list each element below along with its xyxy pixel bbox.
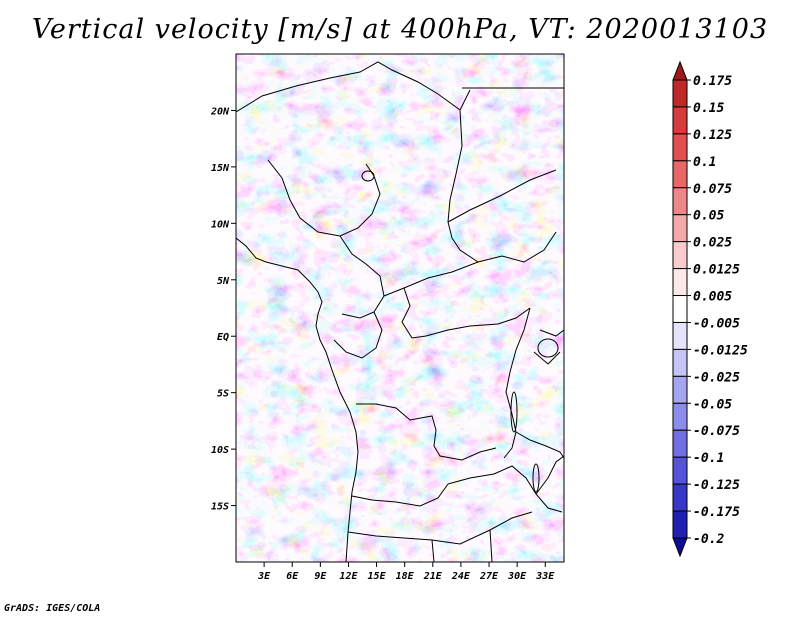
colorbar-label: -0.1 <box>693 451 724 466</box>
longitude-axis: 3E 6E 9E 12E 15E 18E 21E 24E 27E 30E 33E <box>257 562 555 582</box>
x-tick-label: 18E <box>396 571 415 582</box>
colorbar-label: -0.2 <box>693 532 724 547</box>
colorbar-label: 0.175 <box>693 74 732 89</box>
y-tick-label: 15S <box>211 502 229 513</box>
lake-tanganyika <box>510 391 518 433</box>
colorbar-swatch <box>672 429 688 458</box>
colorbar-swatch <box>672 510 688 539</box>
colorbar-label: -0.075 <box>693 424 740 439</box>
border-tanzania <box>515 431 564 459</box>
grads-credit: GrADS: IGES/COLA <box>4 603 101 614</box>
colorbar-swatch <box>672 187 688 216</box>
x-tick-label: 6E <box>286 571 299 582</box>
latitude-axis: 20N 15N 10N 5N EQ 5S 10S 15S <box>210 106 236 513</box>
colorbar-swatch <box>672 348 688 377</box>
lake-malawi <box>532 463 540 493</box>
border-mozambique <box>535 455 564 495</box>
y-tick-label: 15N <box>211 163 230 174</box>
colorbar-label: -0.175 <box>693 505 740 520</box>
border-angola-south <box>351 483 449 507</box>
border-angola-north <box>356 403 497 461</box>
colorbar-swatch <box>672 133 688 162</box>
lake-victoria <box>537 338 559 358</box>
vertical-velocity-field <box>236 54 564 562</box>
y-tick-label: EQ <box>217 332 229 343</box>
border-east-lakes <box>533 329 564 365</box>
x-tick-label: 30E <box>507 571 527 582</box>
lakes <box>361 170 559 493</box>
x-tick-label: 21E <box>423 571 443 582</box>
border-zambia <box>447 465 563 513</box>
colorbar-label: -0.125 <box>693 478 740 493</box>
colorbar-swatch <box>672 483 688 512</box>
colorbar-swatch <box>672 241 688 270</box>
x-tick-label: 15E <box>368 571 387 582</box>
border-drc-north <box>401 287 531 339</box>
colorbar-swatch <box>672 79 688 108</box>
x-tick-label: 27E <box>479 571 499 582</box>
colorbar-label: 0.1 <box>693 155 716 170</box>
colorbar-label: -0.025 <box>693 370 740 385</box>
border-congo <box>333 311 383 359</box>
y-tick-label: 5N <box>217 276 230 287</box>
y-tick-label: 5S <box>217 389 229 400</box>
colorbar-label: 0.025 <box>693 236 732 251</box>
border-namibia <box>347 511 533 545</box>
colorbar-label: 0.05 <box>693 209 724 224</box>
colorbar-label: -0.05 <box>693 397 732 412</box>
y-tick-label: 10S <box>211 445 229 456</box>
x-tick-label: 12E <box>339 571 358 582</box>
colorbar-swatch <box>672 402 688 431</box>
colorbar-swatch <box>672 268 688 297</box>
colorbar-label: -0.005 <box>693 316 740 331</box>
border-botswana <box>431 529 493 562</box>
colorbar: 0.175 0.15 0.125 0.1 0.075 0.05 0.025 0.0125 0.0… <box>672 60 748 558</box>
map-title: Vertical velocity [m/s] at 400hPa, VT: 2… <box>31 14 769 45</box>
y-tick-label: 10N <box>211 219 230 230</box>
border-chad-sudan <box>447 169 557 263</box>
colorbar-swatch <box>672 295 688 323</box>
y-tick-label: 20N <box>210 106 230 117</box>
colorbar-min-arrow <box>672 537 688 558</box>
colorbar-swatch <box>672 160 688 189</box>
colorbar-label: 0.15 <box>693 101 724 116</box>
x-tick-label: 24E <box>451 571 471 582</box>
colorbar-swatch <box>672 106 688 135</box>
colorbar-swatch <box>672 321 688 350</box>
border-niger-chad <box>236 61 463 239</box>
colorbar-swatch <box>672 214 688 243</box>
x-tick-label: 3E <box>257 571 271 582</box>
lake-chad <box>361 170 375 182</box>
x-tick-label: 33E <box>535 571 555 582</box>
colorbar-max-arrow <box>672 60 688 81</box>
colorbar-label: 0.125 <box>693 128 732 143</box>
border-cameroon <box>339 235 385 319</box>
colorbar-label: 0.0125 <box>693 263 740 278</box>
colorbar-swatch <box>672 456 688 485</box>
colorbar-swatch <box>672 375 688 404</box>
x-tick-label: 9E <box>314 571 327 582</box>
border-drc-east <box>503 307 531 459</box>
colorbar-label: 0.075 <box>693 182 732 197</box>
west-africa-coastline <box>236 237 359 562</box>
colorbar-label: -0.0125 <box>693 343 748 358</box>
colorbar-label: 0.005 <box>693 290 732 305</box>
border-libya-sudan <box>459 87 564 111</box>
country-borders <box>236 61 564 562</box>
map-frame <box>235 53 565 563</box>
